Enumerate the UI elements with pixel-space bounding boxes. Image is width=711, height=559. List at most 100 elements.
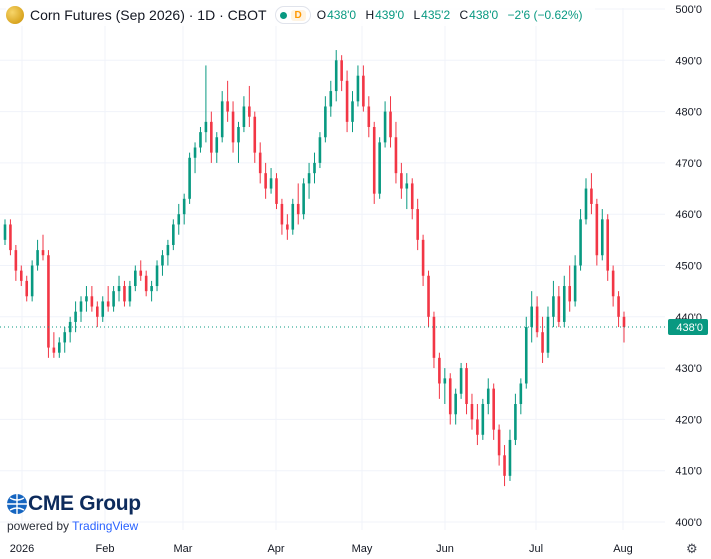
candle-body bbox=[134, 270, 137, 287]
time-axis[interactable]: 2026 Feb Mar Apr May Jun Jul Aug bbox=[10, 543, 633, 555]
candle-body bbox=[356, 75, 360, 102]
candle bbox=[519, 378, 523, 415]
candle-body bbox=[286, 224, 289, 230]
candle-body bbox=[476, 419, 479, 435]
candle bbox=[177, 203, 181, 235]
candle-body bbox=[275, 178, 278, 204]
legend-header: Corn Futures (Sep 2026) · 1D · CBOT D O 4… bbox=[6, 4, 595, 26]
candle bbox=[220, 91, 224, 143]
x-tick-label: Jun bbox=[436, 543, 454, 555]
candle bbox=[264, 162, 267, 199]
candle-body bbox=[497, 429, 501, 456]
market-status[interactable]: D bbox=[274, 6, 311, 24]
candle-body bbox=[427, 275, 430, 317]
candle-body bbox=[14, 250, 18, 271]
candle-body bbox=[166, 244, 170, 256]
gear-icon[interactable]: ⚙ bbox=[686, 541, 698, 556]
candle-body bbox=[172, 224, 175, 245]
candle-body bbox=[595, 203, 599, 256]
candle bbox=[117, 275, 121, 302]
candle bbox=[63, 327, 67, 353]
price-axis[interactable]: 400'0410'0420'0430'0440'0450'0460'0470'0… bbox=[675, 4, 702, 529]
candle bbox=[286, 214, 289, 240]
candle-body bbox=[481, 404, 485, 435]
candle-body bbox=[47, 255, 50, 348]
candle bbox=[584, 178, 588, 225]
candle bbox=[3, 219, 7, 245]
candle-body bbox=[611, 270, 615, 297]
high-value: 439'0 bbox=[375, 8, 405, 22]
candle bbox=[68, 316, 72, 343]
candle bbox=[454, 388, 457, 425]
candle-body bbox=[19, 270, 23, 281]
candle bbox=[600, 209, 604, 261]
symbol-title[interactable]: Corn Futures (Sep 2026) · 1D · CBOT bbox=[30, 7, 267, 23]
tradingview-link[interactable]: TradingView bbox=[72, 519, 139, 533]
candle-body bbox=[248, 106, 251, 117]
candle bbox=[438, 352, 441, 399]
candle-body bbox=[296, 203, 300, 215]
y-tick-label: 460'0 bbox=[675, 209, 702, 221]
candle bbox=[590, 173, 593, 215]
y-tick-label: 400'0 bbox=[675, 517, 702, 529]
candle bbox=[134, 265, 137, 292]
candle-body bbox=[193, 147, 197, 158]
candle-body bbox=[68, 321, 72, 333]
candle-body bbox=[36, 250, 39, 266]
candle bbox=[459, 362, 463, 399]
candle bbox=[210, 111, 213, 163]
candle-body bbox=[96, 306, 99, 317]
candle-body bbox=[600, 219, 604, 256]
candle-body bbox=[329, 91, 333, 107]
candle bbox=[421, 234, 425, 287]
candle bbox=[313, 152, 316, 184]
candle bbox=[410, 178, 414, 220]
candle-body bbox=[470, 404, 474, 420]
candle bbox=[400, 162, 403, 199]
candle-body bbox=[617, 296, 620, 317]
candle bbox=[9, 219, 12, 256]
candle bbox=[155, 260, 159, 292]
candle-body bbox=[383, 111, 387, 143]
candle bbox=[79, 296, 83, 322]
candle-body bbox=[405, 183, 409, 189]
y-tick-label: 480'0 bbox=[675, 107, 702, 119]
candle bbox=[57, 337, 61, 358]
cme-globe-icon bbox=[7, 494, 27, 514]
candle-body bbox=[622, 316, 626, 328]
candle bbox=[530, 291, 533, 343]
candle bbox=[96, 301, 99, 328]
candle-body bbox=[443, 378, 447, 384]
candle bbox=[334, 50, 338, 102]
candle bbox=[432, 311, 436, 369]
branding[interactable]: CME Group powered by TradingView bbox=[6, 492, 141, 533]
candle-body bbox=[30, 265, 34, 297]
candle-body bbox=[552, 296, 555, 317]
candle bbox=[139, 260, 143, 281]
candle bbox=[123, 280, 126, 307]
candle bbox=[30, 260, 34, 302]
candle-body bbox=[318, 137, 322, 163]
candle bbox=[307, 162, 311, 199]
candle bbox=[150, 280, 153, 302]
candle-body bbox=[503, 455, 506, 476]
candle bbox=[215, 132, 219, 163]
candle-body bbox=[253, 116, 257, 153]
candle-body bbox=[416, 209, 419, 240]
open-key: O bbox=[316, 8, 327, 22]
candle bbox=[546, 306, 550, 358]
chart-grid bbox=[0, 8, 665, 530]
candle bbox=[52, 332, 56, 358]
candle bbox=[90, 286, 94, 312]
candle bbox=[25, 275, 29, 302]
candle-body bbox=[584, 188, 588, 220]
candle bbox=[394, 121, 398, 184]
x-tick-label: Feb bbox=[96, 543, 115, 555]
candle-body bbox=[514, 404, 517, 440]
candle bbox=[486, 378, 490, 415]
candle-body bbox=[258, 152, 262, 174]
x-tick-label: Jul bbox=[529, 543, 543, 555]
candle-body bbox=[351, 101, 354, 122]
candle-body bbox=[486, 388, 490, 405]
